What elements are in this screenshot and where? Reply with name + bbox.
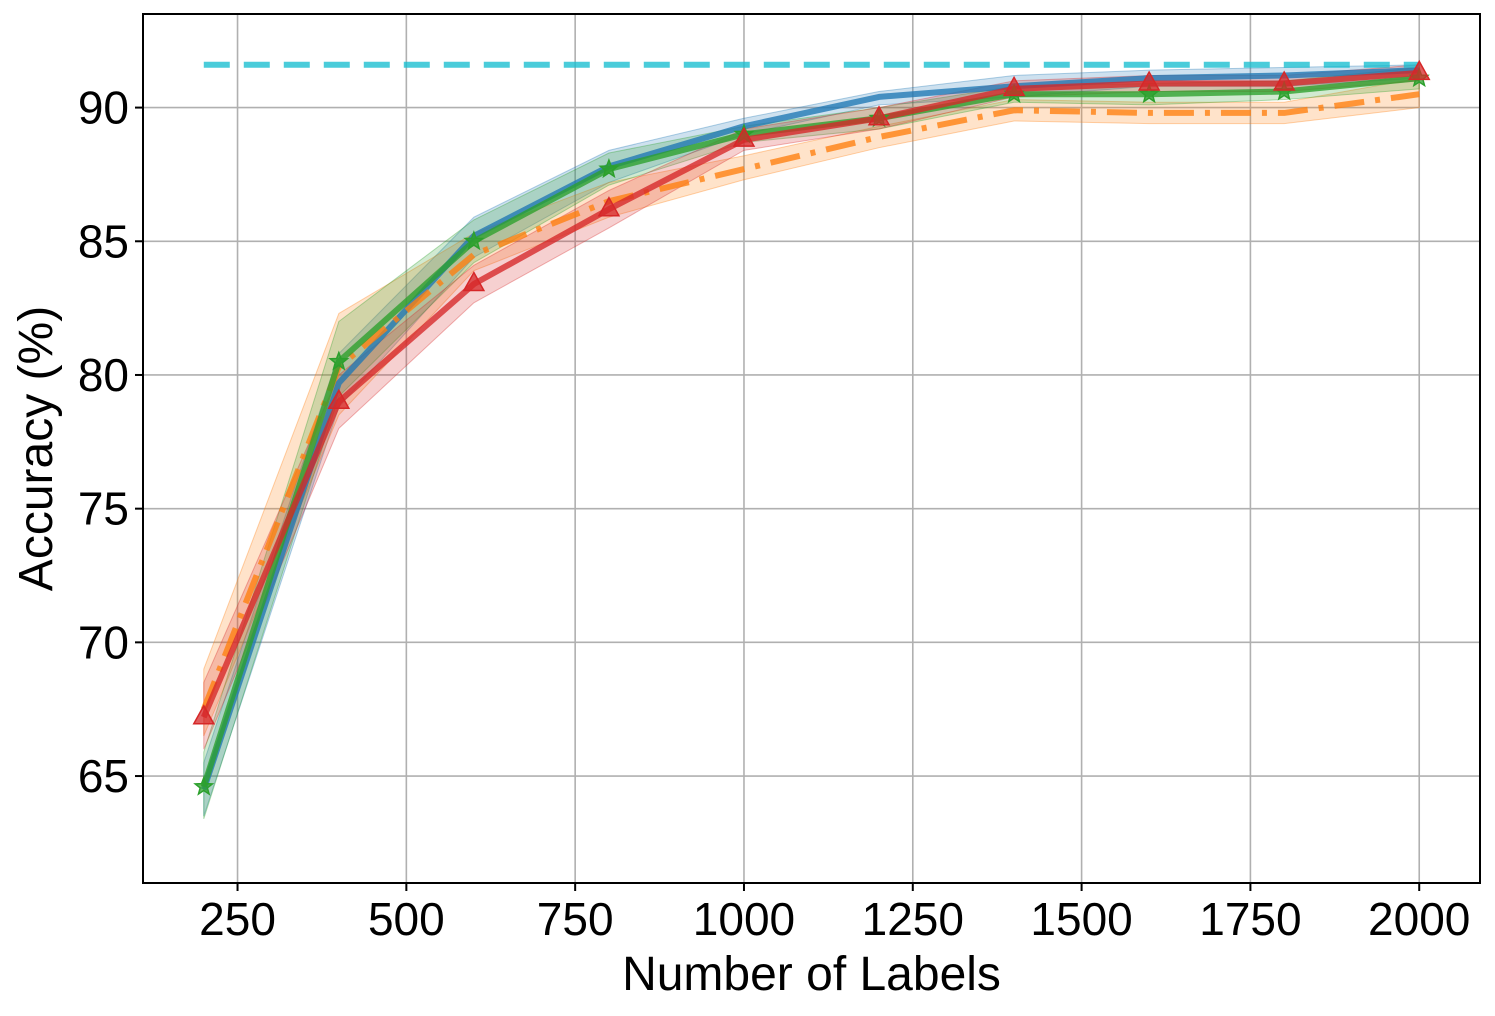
series-3-marker (327, 388, 351, 409)
series-2-marker (1138, 83, 1160, 104)
series-3-marker (732, 126, 756, 147)
y-tick-label: 80 (78, 349, 129, 401)
series-2-band (203, 66, 1420, 819)
series-3-marker (597, 196, 621, 217)
series-3-marker (1137, 70, 1161, 91)
series-3-marker (1272, 70, 1296, 91)
x-tick-label: 1000 (693, 893, 795, 945)
series-3-band (203, 64, 1420, 750)
x-tick-label: 1750 (1199, 893, 1301, 945)
y-tick-label: 85 (78, 215, 129, 267)
series-3-line (201, 69, 1420, 719)
y-tick-label: 75 (78, 483, 129, 535)
series-0-band (203, 64, 1420, 817)
y-tick-label: 90 (78, 82, 129, 134)
x-tick-label: 1250 (862, 893, 964, 945)
confidence-bands (203, 64, 1420, 819)
series-lines (200, 61, 1420, 791)
series-2-marker (193, 775, 215, 796)
series-0-line (200, 67, 1420, 791)
series-3-marker (1002, 75, 1026, 97)
series-1-line (200, 91, 1420, 711)
series-3-marker (867, 105, 891, 126)
series-2-marker (598, 157, 620, 179)
x-axis-title: Number of Labels (622, 948, 1001, 1001)
y-tick-label: 70 (78, 616, 129, 668)
y-tick-label: 65 (78, 750, 129, 802)
x-axis-ticks: 250 500 750 1000 1250 1500 1750 2000 (199, 883, 1470, 945)
series-2-marker (463, 230, 485, 251)
series-markers (192, 59, 1431, 796)
x-tick-label: 1500 (1030, 893, 1132, 945)
x-tick-label: 2000 (1368, 893, 1470, 945)
y-axis-ticks: 65 70 75 80 85 90 (78, 82, 143, 802)
series-2-marker (328, 350, 350, 371)
x-tick-label: 500 (368, 893, 445, 945)
series-3-marker (462, 271, 486, 292)
y-axis-title: Accuracy (%) (10, 306, 63, 591)
series-2-line (200, 75, 1420, 788)
series-3-marker (192, 704, 216, 725)
x-tick-label: 750 (537, 893, 614, 945)
series-1-band (203, 77, 1420, 737)
x-tick-label: 250 (199, 893, 276, 945)
series-3-marker (1407, 59, 1431, 81)
plot-frame (142, 13, 1481, 884)
